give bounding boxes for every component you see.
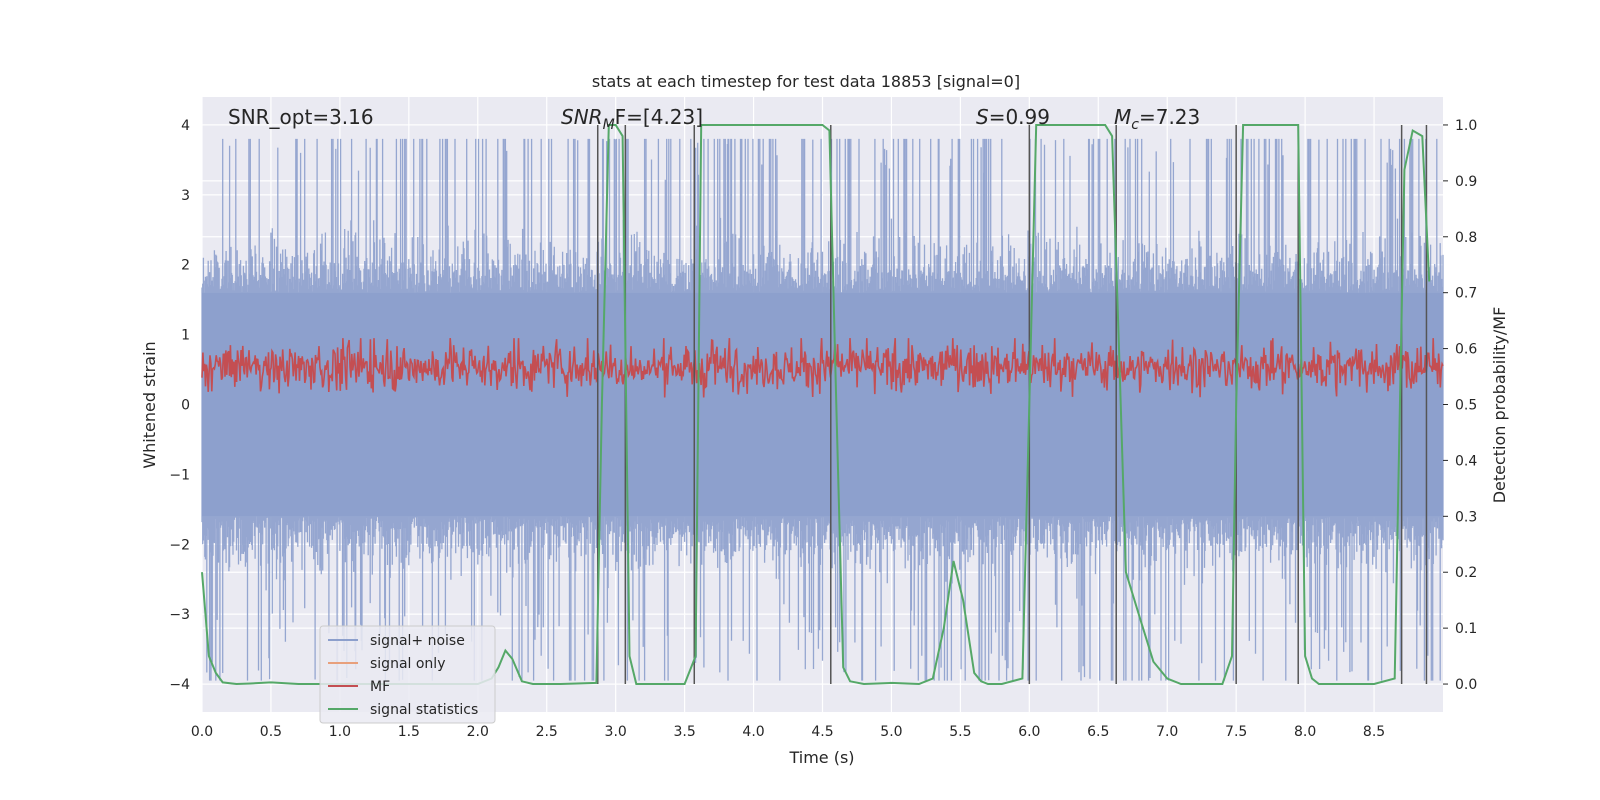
- annotation-snr-opt: SNR_opt=3.16: [228, 105, 374, 129]
- y-tick-label-right: 0.5: [1455, 398, 1477, 414]
- x-tick-label: 5.5: [949, 724, 971, 740]
- annotation-s-sym: S: [976, 105, 989, 129]
- y-tick-label-right: 0.3: [1455, 509, 1477, 525]
- y-tick-label: 0: [181, 398, 190, 414]
- x-tick-label: 3.0: [605, 724, 627, 740]
- y-ticks-right: 1.0 0.9 0.8 0.7 0.6 0.5 0.4 0.3 0.2 0.1 0.0: [1443, 118, 1477, 693]
- annotation-snr-mf: SNRMF=[4.23]: [561, 105, 703, 133]
- x-tick-label: 0.0: [191, 724, 213, 740]
- signal-statistics-line: [201, 124, 1431, 686]
- x-tick-label: 8.0: [1294, 724, 1316, 740]
- y-tick-label-right: 0.1: [1455, 621, 1477, 637]
- y-tick-label: −4: [169, 677, 190, 693]
- x-tick-label: 6.0: [1018, 724, 1040, 740]
- annotation-snr-mf-sub: M: [603, 117, 615, 133]
- y-axis-label-right: Detection probability/MF: [1490, 307, 1509, 504]
- x-tick-label: 1.0: [329, 724, 351, 740]
- y-tick-label: −3: [169, 607, 190, 623]
- y-tick-label: 3: [181, 188, 190, 204]
- legend-label-signal-statistics: signal statistics: [370, 702, 478, 718]
- y-tick-label-right: 1.0: [1455, 118, 1477, 134]
- y-tick-label: 1: [181, 328, 190, 344]
- chart-title: stats at each timestep for test data 188…: [592, 72, 1020, 91]
- x-tick-label: 0.5: [260, 724, 282, 740]
- y-tick-label: 2: [181, 258, 190, 274]
- annotation-s: S=0.99: [976, 105, 1050, 129]
- y-tick-label-right: 0.0: [1455, 677, 1477, 693]
- legend: signal+ noise signal only MF signal stat…: [319, 625, 496, 724]
- x-tick-label: 7.0: [1156, 724, 1178, 740]
- x-tick-label: 1.5: [398, 724, 420, 740]
- annotation-snr-mf-sym: SNR: [561, 105, 603, 129]
- y-tick-label-right: 0.2: [1455, 565, 1477, 581]
- legend-box: [319, 625, 496, 724]
- y-tick-label-right: 0.8: [1455, 230, 1477, 246]
- y-tick-label: −1: [169, 467, 190, 483]
- annotation-mc-rest: =7.23: [1139, 105, 1200, 129]
- x-tick-label: 4.5: [811, 724, 833, 740]
- x-tick-label: 5.0: [880, 724, 902, 740]
- y-ticks-left: 4 3 2 1 0 −1 −2 −3 −4: [169, 118, 190, 693]
- x-tick-label: 7.5: [1225, 724, 1247, 740]
- annotation-mc-sym: M: [1114, 105, 1131, 129]
- y-tick-label: −2: [169, 537, 190, 553]
- legend-label-mf: MF: [370, 679, 390, 695]
- x-tick-label: 4.0: [742, 724, 764, 740]
- y-tick-label: 4: [181, 118, 190, 134]
- x-tick-label: 3.5: [673, 724, 695, 740]
- y-tick-label-right: 0.9: [1455, 174, 1477, 190]
- legend-label-signal-noise: signal+ noise: [370, 633, 465, 649]
- x-ticks: 0.0 0.5 1.0 1.5 2.0 2.5 3.0 3.5 4.0 4.5 5.0 5.5 6.0 6…: [191, 724, 1385, 740]
- signal-statistics-series: [201, 124, 1431, 686]
- annotation-mc-sub: c: [1131, 117, 1139, 133]
- x-tick-label: 8.5: [1363, 724, 1385, 740]
- y-tick-label-right: 0.6: [1455, 342, 1477, 358]
- x-tick-label: 2.0: [467, 724, 489, 740]
- y-tick-label-right: 0.4: [1455, 453, 1477, 469]
- x-axis-label: Time (s): [788, 748, 854, 767]
- x-tick-label: 6.5: [1087, 724, 1109, 740]
- y-tick-label-right: 0.7: [1455, 286, 1477, 302]
- annotation-mc: Mc=7.23: [1114, 105, 1200, 133]
- legend-label-signal-only: signal only: [370, 656, 445, 672]
- annotation-s-rest: =0.99: [989, 105, 1050, 129]
- x-tick-label: 2.5: [536, 724, 558, 740]
- y-axis-label: Whitened strain: [140, 341, 159, 468]
- annotation-snr-mf-rest: F=[4.23]: [615, 105, 703, 129]
